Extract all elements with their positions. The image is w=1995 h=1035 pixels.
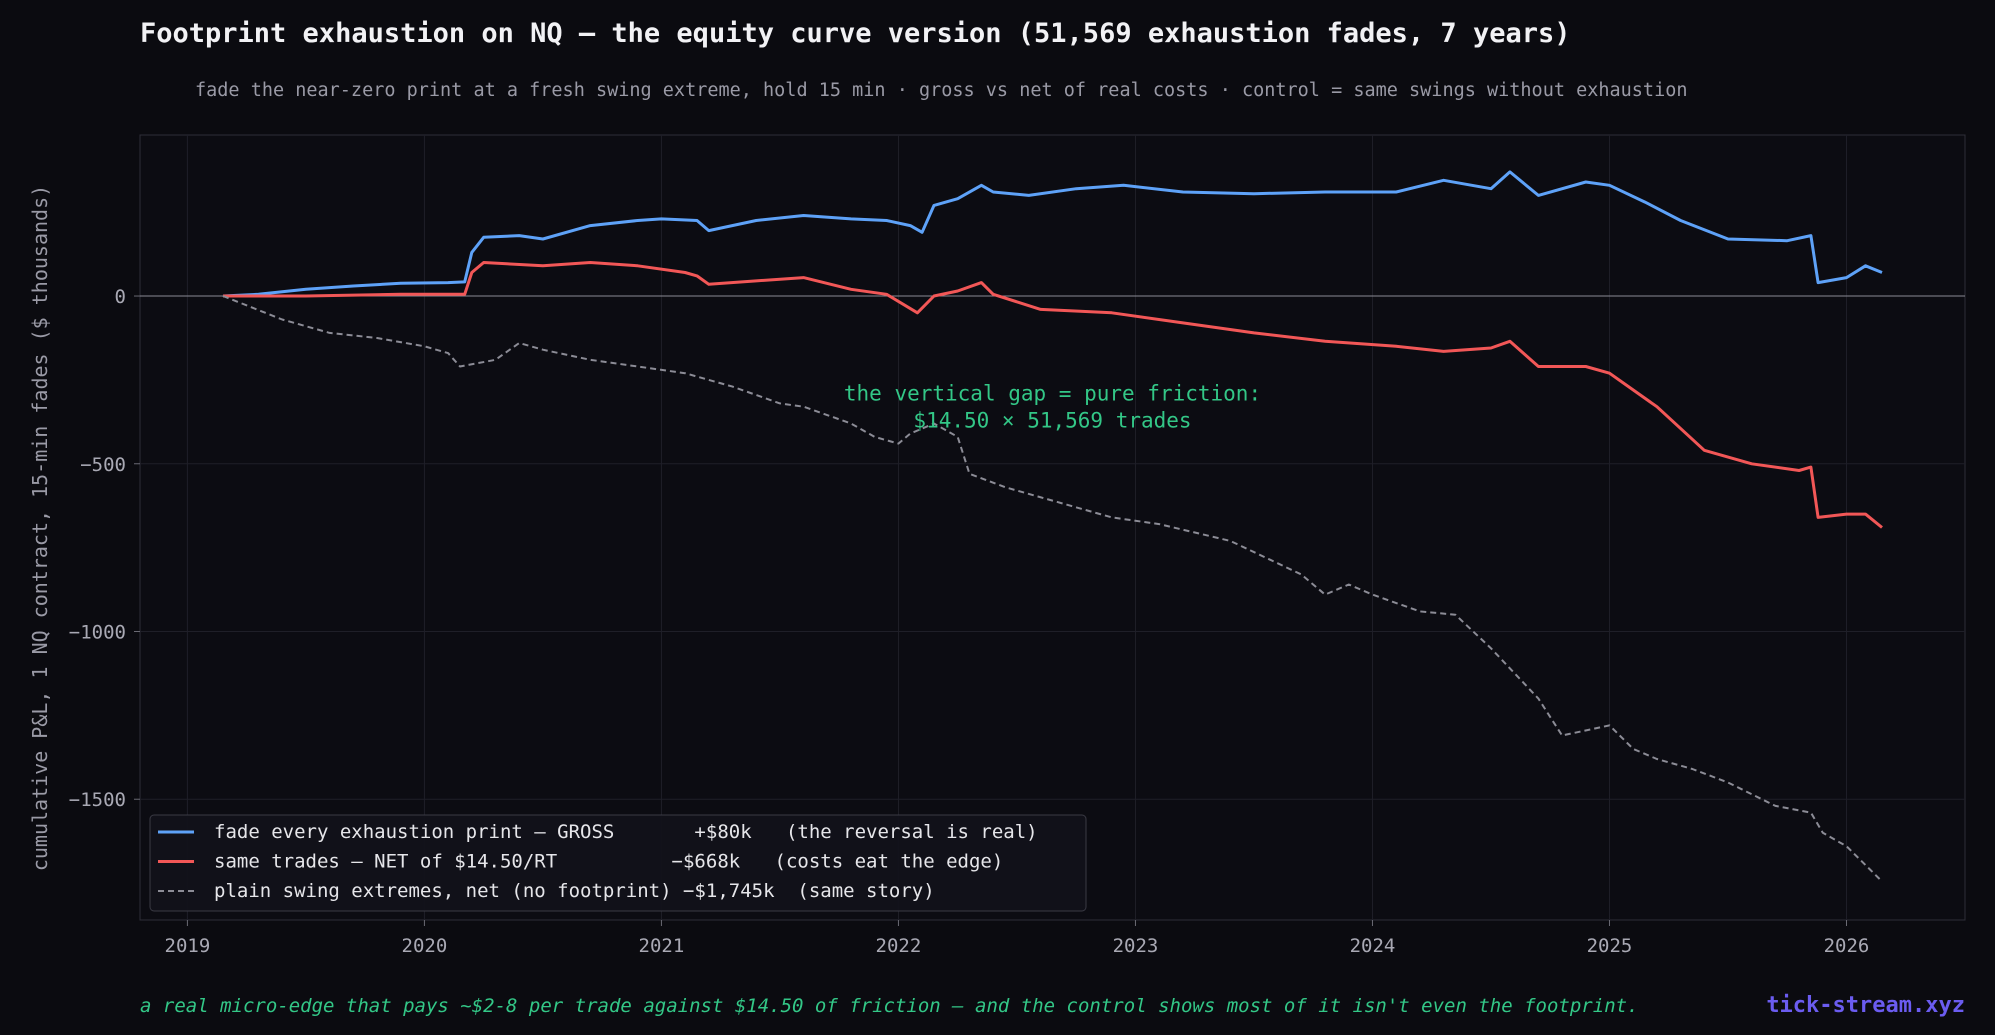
annotation-line: the vertical gap = pure friction: <box>844 381 1261 405</box>
x-tick-label: 2020 <box>402 935 448 957</box>
x-tick-label: 2021 <box>639 935 685 957</box>
legend-box <box>149 814 1087 912</box>
chart-subtitle: fade the near-zero print at a fresh swin… <box>195 80 1688 101</box>
x-tick-label: 2025 <box>1587 935 1633 957</box>
y-tick-label: −1500 <box>69 789 126 811</box>
friction-annotation: the vertical gap = pure friction: $14.50 … <box>844 381 1261 432</box>
y-axis-label: cumulative P&L, 1 NQ contract, 15-min fa… <box>28 185 52 871</box>
series-net-line <box>223 261 1883 529</box>
series-gross-line <box>222 170 1883 298</box>
legend-entry: fade every exhaustion print — GROSS +$80… <box>214 821 1038 843</box>
footer-note: a real micro-edge that pays ~$2-8 per tr… <box>140 995 1639 1017</box>
legend: fade every exhaustion print — GROSS +$80… <box>149 814 1087 912</box>
x-tick-label: 2026 <box>1824 935 1870 957</box>
series-lines <box>222 170 1883 883</box>
chart-title: Footprint exhaustion on NQ — the equity … <box>140 18 1571 49</box>
y-tick-label: −500 <box>80 454 126 476</box>
x-tick-label: 2024 <box>1350 935 1396 957</box>
y-tick-label: 0 <box>115 286 126 308</box>
x-tick-label: 2022 <box>876 935 922 957</box>
plot-area <box>139 134 1966 921</box>
x-tick-label: 2019 <box>165 935 211 957</box>
legend-entry: plain swing extremes, net (no footprint)… <box>214 880 935 902</box>
equity-curve-chart: 2019 2020 2021 2022 2023 2024 2025 2026 0 −500 −10… <box>28 134 1966 957</box>
brand-link[interactable]: tick-stream.xyz <box>1766 993 1965 1018</box>
grid <box>140 135 1965 920</box>
legend-entry: same trades — NET of $14.50/RT −$668k (c… <box>214 851 1003 873</box>
axis-ticks: 2019 2020 2021 2022 2023 2024 2025 2026 0 −500 −10… <box>69 286 1870 957</box>
annotation-line: $14.50 × 51,569 trades <box>913 408 1191 432</box>
y-tick-label: −1000 <box>69 621 126 643</box>
x-tick-label: 2023 <box>1113 935 1159 957</box>
